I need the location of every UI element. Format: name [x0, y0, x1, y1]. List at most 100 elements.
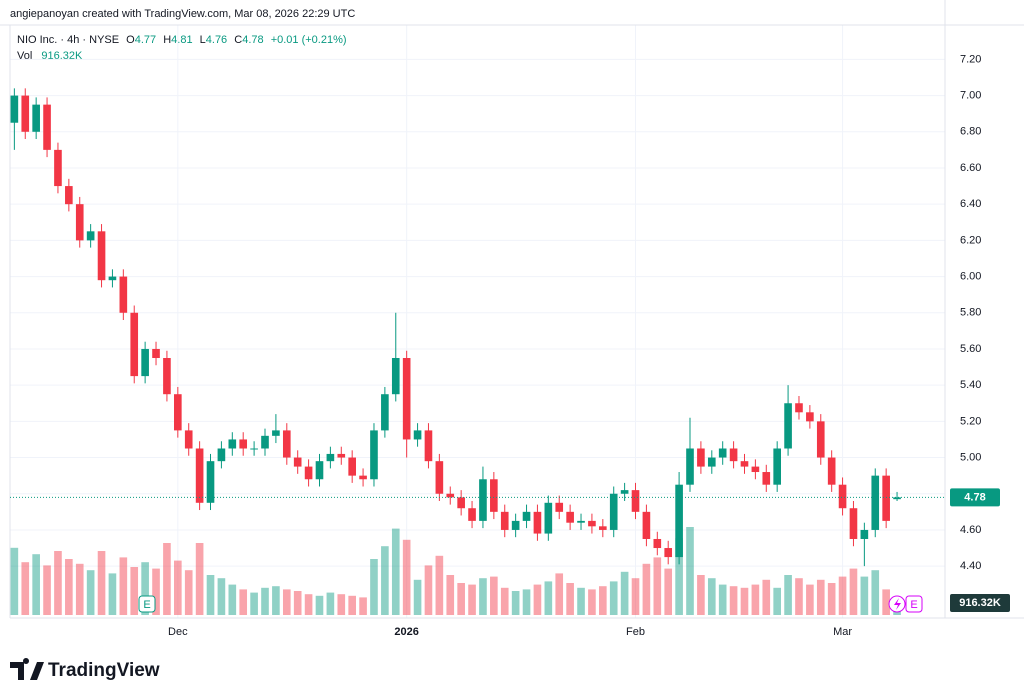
y-tick-label: 4.60: [960, 524, 981, 536]
volume-bar: [446, 575, 455, 615]
candle-body: [860, 529, 869, 539]
candle-body: [555, 502, 564, 512]
volume-bar: [250, 592, 258, 615]
candle-body: [664, 548, 673, 558]
candle-body: [370, 430, 378, 480]
volume-bar: [239, 589, 248, 615]
candle-body: [184, 430, 193, 449]
volume-bar: [413, 579, 422, 615]
candle-body: [326, 453, 335, 462]
candle-body: [773, 448, 781, 485]
volume-bar: [631, 578, 640, 615]
candle-body: [827, 457, 836, 485]
candle-body: [75, 204, 84, 241]
volume-bar: [272, 586, 280, 615]
volume-bar: [424, 565, 433, 615]
candle-body: [86, 231, 95, 241]
candle-body: [631, 490, 640, 512]
candle-body: [707, 457, 716, 467]
candle-body: [195, 448, 204, 503]
candle-body: [272, 430, 280, 436]
volume-bar: [849, 568, 858, 615]
volume-value: 916.32K: [41, 50, 83, 62]
volume-bar: [500, 587, 509, 615]
event-label: E: [143, 599, 150, 611]
candle-body: [642, 511, 651, 539]
volume-bar: [522, 589, 531, 615]
volume-bar: [402, 539, 411, 615]
volume-bar: [860, 576, 869, 615]
candle-body: [697, 448, 705, 467]
open-label: O: [126, 34, 135, 46]
candle-body: [457, 497, 465, 509]
volume-bar: [784, 575, 792, 615]
event-marker: [138, 595, 156, 613]
candle-body: [446, 493, 455, 498]
candle-body: [533, 511, 542, 534]
volume-bar: [10, 547, 19, 615]
volume-bar: [32, 554, 40, 615]
candle-body: [141, 348, 149, 377]
candle-body: [544, 502, 553, 534]
volume-bar: [762, 579, 771, 615]
candle-body: [97, 231, 106, 281]
y-tick-label: 5.00: [960, 451, 981, 463]
candle-body: [566, 511, 574, 523]
volume-bar: [435, 555, 444, 615]
volume-bar: [370, 559, 378, 615]
volume-bar: [588, 589, 596, 615]
candle-body: [21, 95, 30, 132]
volume-bar: [174, 560, 182, 615]
candle-body: [206, 461, 215, 503]
candle-body: [468, 508, 476, 521]
candle-body: [10, 95, 19, 123]
candle-body: [413, 430, 422, 440]
volume-bar: [620, 571, 629, 615]
volume-bar: [108, 573, 117, 615]
volume-bar: [315, 595, 324, 615]
candle-body: [32, 104, 40, 132]
volume-bar: [152, 568, 160, 615]
volume-bar: [555, 573, 564, 615]
candle-body: [337, 453, 346, 458]
logo-icon: [10, 658, 44, 680]
volume-bar: [217, 578, 226, 615]
ohlc-legend: NIO Inc. · 4h · NYSE O4.77 H4.81 L4.76 C…: [17, 34, 347, 46]
candle-body: [65, 186, 73, 205]
volume-label: Vol: [17, 50, 32, 62]
candle-body: [43, 104, 51, 150]
candle-body: [348, 457, 356, 476]
y-tick-label: 7.20: [960, 53, 981, 65]
volume-bar: [293, 591, 302, 615]
candle-body: [871, 475, 880, 530]
volume-bar: [599, 586, 607, 615]
candle-body: [718, 448, 727, 458]
volume-bar: [457, 583, 465, 615]
y-tick-label: 6.80: [960, 126, 981, 138]
candle-body: [893, 497, 901, 500]
volume-bar: [228, 584, 237, 615]
y-tick-label: 5.20: [960, 415, 981, 427]
y-tick-label: 5.80: [960, 307, 981, 319]
open-value: 4.77: [135, 34, 156, 46]
volume-bar: [773, 587, 781, 615]
candle-body: [424, 430, 433, 462]
volume-bar: [54, 551, 62, 615]
volume-bar: [827, 583, 836, 615]
volume-bar: [697, 575, 705, 615]
candle-body: [228, 439, 237, 449]
candle-body: [838, 484, 847, 509]
candle-body: [402, 358, 411, 440]
volume-bar: [577, 587, 585, 615]
volume-bar: [97, 551, 106, 615]
volume-bar: [359, 597, 367, 615]
candle-body: [740, 461, 749, 467]
y-tick-label: 6.40: [960, 198, 981, 210]
y-tick-label: 6.00: [960, 270, 981, 282]
x-tick-label: 2026: [394, 626, 418, 638]
volume-bar: [653, 557, 662, 615]
candle-body: [806, 412, 814, 422]
candle-body: [239, 439, 248, 449]
volume-bar: [163, 543, 171, 615]
volume-bar: [326, 592, 335, 615]
